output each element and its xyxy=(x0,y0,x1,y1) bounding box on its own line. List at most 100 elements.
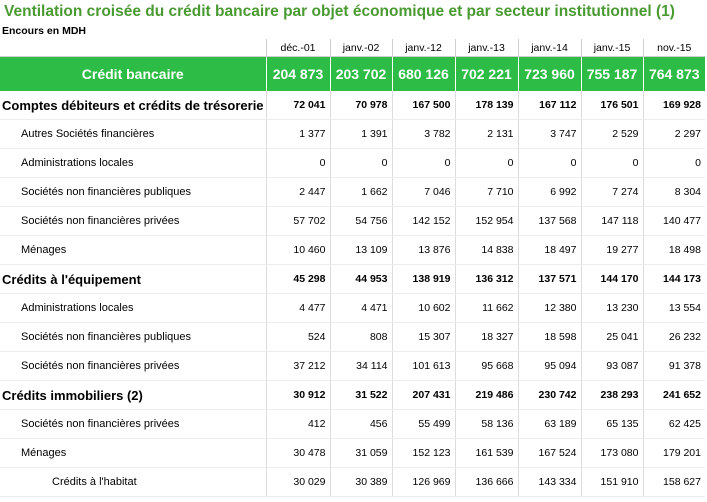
cell-value: 0 xyxy=(580,148,643,178)
total-value: 680 126 xyxy=(391,56,455,91)
cell-value: 152 954 xyxy=(454,206,518,236)
cell-value: 456 xyxy=(329,409,392,439)
unit-label: Encours en MDH xyxy=(2,25,87,37)
row-label: Autres Sociétés financières xyxy=(0,119,266,149)
cell-value: 25 041 xyxy=(580,322,643,352)
cell-value: 62 425 xyxy=(642,409,705,439)
cell-value: 37 212 xyxy=(265,351,330,381)
column-header: nov.-15 xyxy=(642,39,705,57)
cell-value: 13 876 xyxy=(391,235,455,265)
cell-value: 140 477 xyxy=(642,206,705,236)
cell-value: 18 497 xyxy=(517,235,581,265)
cell-value: 10 460 xyxy=(265,235,330,265)
cell-value: 34 114 xyxy=(329,351,392,381)
cell-value: 178 139 xyxy=(454,91,518,120)
cell-value: 167 112 xyxy=(517,91,581,120)
column-header: janv.-15 xyxy=(580,39,643,57)
cell-value: 95 668 xyxy=(454,351,518,381)
cell-value: 58 136 xyxy=(454,409,518,439)
cell-value: 31 522 xyxy=(329,380,392,410)
cell-value: 93 087 xyxy=(580,351,643,381)
table-row: Sociétés non financières publiques 2 447 1… xyxy=(0,177,705,207)
cell-value: 0 xyxy=(517,148,581,178)
table-title: Ventilation croisée du crédit bancaire p… xyxy=(4,3,675,20)
row-label: Ménages xyxy=(0,235,266,265)
cell-value: 30 029 xyxy=(265,467,330,497)
cell-value: 0 xyxy=(454,148,518,178)
cell-value: 136 666 xyxy=(454,467,518,497)
table-row: Crédits immobiliers (2) 30 912 31 522 207 4… xyxy=(0,380,705,410)
total-value: 203 702 xyxy=(329,56,392,91)
cell-value: 3 747 xyxy=(517,119,581,149)
cell-value: 10 602 xyxy=(391,293,455,323)
cell-value: 136 312 xyxy=(454,264,518,294)
cell-value: 11 662 xyxy=(454,293,518,323)
cell-value: 0 xyxy=(391,148,455,178)
cell-value: 143 334 xyxy=(517,467,581,497)
cell-value: 238 293 xyxy=(580,380,643,410)
total-row: Crédit bancaire 204 873 203 702 680 126 … xyxy=(0,56,705,91)
cell-value: 137 568 xyxy=(517,206,581,236)
cell-value: 30 912 xyxy=(265,380,330,410)
row-label: Crédits immobiliers (2) xyxy=(0,380,266,410)
cell-value: 158 627 xyxy=(642,467,705,497)
cell-value: 169 928 xyxy=(642,91,705,120)
cell-value: 101 613 xyxy=(391,351,455,381)
cell-value: 7 710 xyxy=(454,177,518,207)
table-row: Administrations locales 0 0 0 0 0 0 0 xyxy=(0,148,705,178)
cell-value: 4 477 xyxy=(265,293,330,323)
cell-value: 45 298 xyxy=(265,264,330,294)
table-row: Crédits à l'habitat 30 029 30 389 126 969 13… xyxy=(0,467,705,497)
row-label: Administrations locales xyxy=(0,293,266,323)
cell-value: 13 554 xyxy=(642,293,705,323)
cell-value: 95 094 xyxy=(517,351,581,381)
cell-value: 13 230 xyxy=(580,293,643,323)
cell-value: 1 662 xyxy=(329,177,392,207)
cell-value: 7 046 xyxy=(391,177,455,207)
row-label: Crédits à l'équipement xyxy=(0,264,266,294)
table-row: Comptes débiteurs et crédits de trésorer… xyxy=(0,91,705,120)
cell-value: 0 xyxy=(329,148,392,178)
cell-value: 152 123 xyxy=(391,438,455,468)
cell-value: 31 059 xyxy=(329,438,392,468)
cell-value: 207 431 xyxy=(391,380,455,410)
column-header: janv.-12 xyxy=(391,39,455,57)
cell-value: 18 498 xyxy=(642,235,705,265)
cell-value: 26 232 xyxy=(642,322,705,352)
table-row: Sociétés non financières publiques 524 808… xyxy=(0,322,705,352)
table-row: Sociétés non financières privées 57 702 54… xyxy=(0,206,705,236)
cell-value: 30 478 xyxy=(265,438,330,468)
header-corner xyxy=(0,39,266,57)
cell-value: 54 756 xyxy=(329,206,392,236)
cell-value: 167 500 xyxy=(391,91,455,120)
cell-value: 19 277 xyxy=(580,235,643,265)
cell-value: 63 189 xyxy=(517,409,581,439)
cell-value: 230 742 xyxy=(517,380,581,410)
cell-value: 65 135 xyxy=(580,409,643,439)
cell-value: 144 173 xyxy=(642,264,705,294)
cell-value: 91 378 xyxy=(642,351,705,381)
cell-value: 412 xyxy=(265,409,330,439)
table-row: Administrations locales 4 477 4 471 10 602 1… xyxy=(0,293,705,323)
cell-value: 44 953 xyxy=(329,264,392,294)
cell-value: 161 539 xyxy=(454,438,518,468)
column-header: déc.-01 xyxy=(265,39,330,57)
cell-value: 126 969 xyxy=(391,467,455,497)
total-value: 204 873 xyxy=(265,56,330,91)
row-label: Sociétés non financières privées xyxy=(0,206,266,236)
cell-value: 3 782 xyxy=(391,119,455,149)
cell-value: 241 652 xyxy=(642,380,705,410)
cell-value: 137 571 xyxy=(517,264,581,294)
total-value: 723 960 xyxy=(517,56,581,91)
cell-value: 173 080 xyxy=(580,438,643,468)
cell-value: 18 598 xyxy=(517,322,581,352)
cell-value: 147 118 xyxy=(580,206,643,236)
column-header: janv.-02 xyxy=(329,39,392,57)
total-value: 702 221 xyxy=(454,56,518,91)
cell-value: 2 447 xyxy=(265,177,330,207)
row-label: Administrations locales xyxy=(0,148,266,178)
column-header: janv.-13 xyxy=(454,39,518,57)
cell-value: 7 274 xyxy=(580,177,643,207)
cell-value: 8 304 xyxy=(642,177,705,207)
table-row: Sociétés non financières privées 412 456 55… xyxy=(0,409,705,439)
